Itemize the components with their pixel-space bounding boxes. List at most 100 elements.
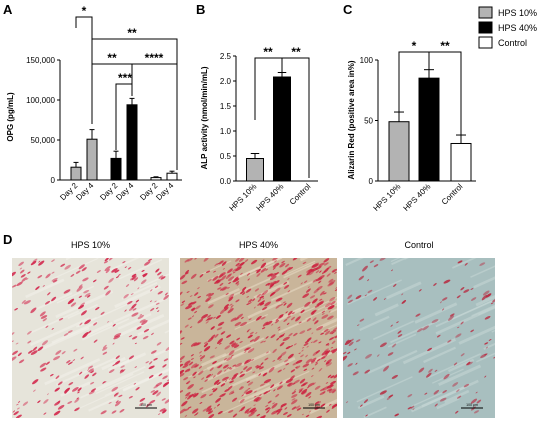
stain-dot: [288, 333, 293, 337]
stain-dot: [291, 406, 297, 410]
stain-dot: [253, 335, 260, 342]
stain-dot: [330, 346, 334, 349]
fiber-streak: [201, 368, 253, 394]
x-tick-label: Day 4: [74, 181, 96, 203]
stain-dot: [184, 408, 190, 412]
stain-dot: [215, 397, 222, 403]
stain-dot: [207, 410, 214, 415]
stain-dot: [163, 382, 169, 387]
stain-dot: [54, 387, 60, 392]
stain-dot: [38, 260, 45, 266]
micrograph-background: [12, 258, 169, 418]
stain-dot: [124, 266, 127, 268]
stain-dot: [223, 357, 227, 361]
fiber-streak: [367, 349, 418, 374]
x-tick-label: Control: [440, 182, 465, 207]
stain-dot: [212, 275, 219, 281]
stain-dot: [217, 287, 222, 290]
stain-dot: [244, 408, 250, 414]
stain-dot: [150, 307, 155, 312]
fiber-streak: [438, 364, 482, 387]
stain-dot: [156, 391, 162, 397]
stain-dot: [114, 360, 121, 365]
stain-dot: [407, 406, 412, 410]
stain-dot: [155, 268, 160, 273]
stain-dot: [227, 385, 233, 390]
stain-dot: [115, 355, 120, 359]
stain-dot: [320, 332, 324, 335]
stain-dot: [282, 333, 286, 336]
stain-dot: [184, 259, 189, 263]
stain-dot: [249, 331, 254, 335]
stain-dot: [216, 381, 221, 386]
stain-dot: [358, 275, 365, 281]
stain-dot: [332, 327, 337, 331]
stain-dot: [194, 258, 198, 260]
stain-dot: [276, 385, 283, 390]
stain-dot: [234, 321, 242, 327]
stain-dot: [291, 312, 294, 315]
stain-dot: [306, 271, 311, 276]
stain-dot: [205, 321, 209, 324]
stain-dot: [354, 348, 357, 351]
stain-dot: [343, 356, 346, 359]
stain-dot: [309, 295, 316, 299]
stain-dot: [364, 369, 371, 374]
stain-dot: [287, 353, 294, 359]
stain-dot: [422, 325, 429, 331]
stain-dot: [246, 296, 250, 298]
stain-dot: [131, 312, 139, 317]
stain-dot: [63, 289, 71, 294]
fiber-streak: [411, 390, 445, 407]
stain-dot: [315, 361, 318, 364]
stain-dot: [190, 354, 194, 357]
stain-dot: [217, 403, 220, 407]
stain-dot: [312, 351, 319, 356]
stain-dot: [22, 401, 29, 406]
stain-dot: [148, 374, 154, 379]
stain-dot: [180, 363, 184, 368]
stain-dot: [262, 259, 265, 262]
stain-dot: [310, 267, 318, 272]
stain-dot: [254, 288, 259, 292]
stain-dot: [330, 300, 336, 306]
fiber-streak: [136, 273, 169, 290]
x-tick-label: HPS 40%: [402, 182, 433, 213]
stain-dot: [284, 359, 289, 363]
stain-dot: [416, 328, 423, 333]
fiber-streak: [471, 304, 495, 317]
stain-dot: [212, 388, 215, 390]
stain-dot: [42, 285, 45, 287]
stain-dot: [240, 371, 243, 374]
image-caption: HPS 10%: [71, 240, 110, 250]
stain-dot: [166, 379, 169, 382]
stain-dot: [235, 299, 240, 303]
stain-dot: [100, 410, 107, 415]
stain-dot: [128, 355, 135, 360]
stain-dot: [303, 368, 308, 371]
stain-dot: [265, 320, 273, 326]
stain-dot: [259, 302, 265, 306]
stain-dot: [228, 390, 235, 395]
stain-dot: [326, 409, 330, 413]
bar: [126, 104, 138, 181]
stain-dot: [418, 289, 422, 292]
stain-dot: [485, 293, 492, 298]
fiber-streak: [101, 357, 126, 371]
stain-dot: [228, 296, 234, 302]
stain-dot: [292, 311, 296, 315]
x-tick-label: HPS 10%: [228, 182, 259, 213]
stain-dot: [40, 315, 48, 319]
stain-dot: [156, 341, 162, 346]
stain-dot: [164, 398, 169, 404]
stain-dot: [155, 302, 160, 305]
stain-dot: [268, 366, 275, 373]
stain-dot: [247, 348, 255, 353]
fiber-streak: [458, 325, 495, 345]
stain-dot: [255, 364, 259, 368]
stain-dot: [200, 393, 207, 399]
stain-dot: [214, 347, 218, 349]
stain-dot: [319, 368, 323, 371]
stain-dot: [345, 339, 350, 343]
stain-dot: [424, 392, 428, 395]
